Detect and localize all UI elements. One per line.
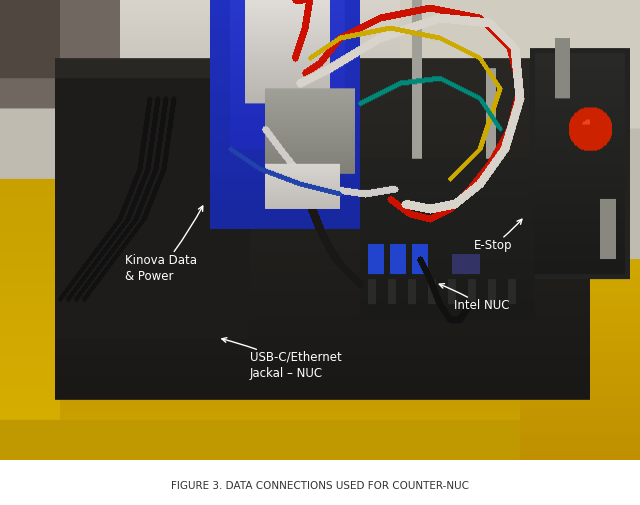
Text: Intel NUC: Intel NUC <box>439 284 510 312</box>
Text: FIGURE 3. DATA CONNECTIONS USED FOR COUNTER-NUC: FIGURE 3. DATA CONNECTIONS USED FOR COUN… <box>171 481 469 491</box>
Text: E-Stop: E-Stop <box>474 219 522 252</box>
Text: Kinova Data
& Power: Kinova Data & Power <box>125 206 203 283</box>
Text: USB-C/Ethernet
Jackal – NUC: USB-C/Ethernet Jackal – NUC <box>222 338 341 380</box>
